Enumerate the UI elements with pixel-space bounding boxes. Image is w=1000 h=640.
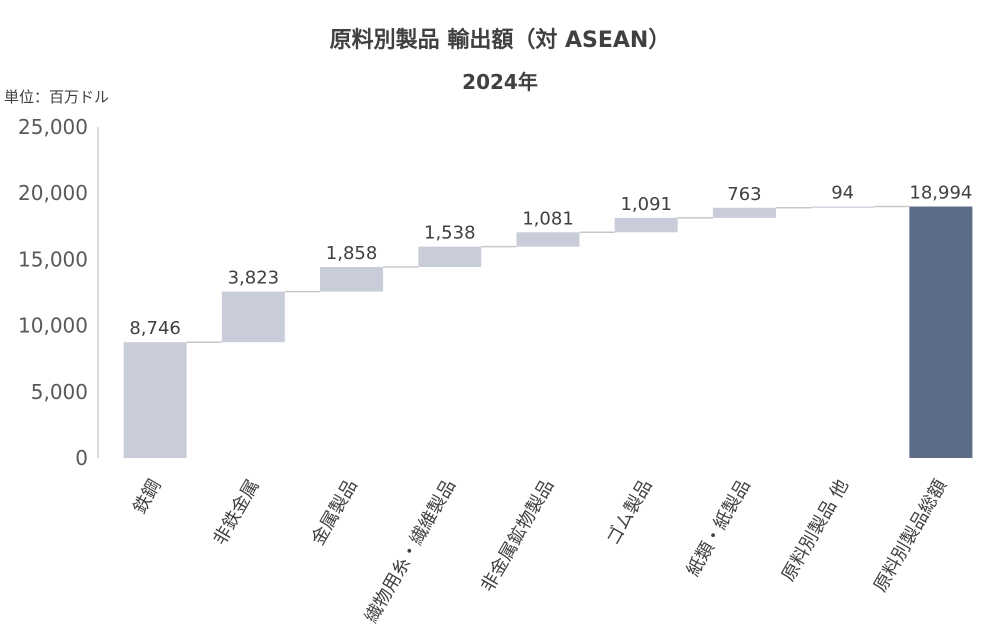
- data-label: 1,858: [326, 243, 378, 264]
- y-tick-label: 25,000: [18, 115, 88, 139]
- category-label: 鉄鋼: [129, 476, 165, 518]
- data-label: 1,091: [620, 194, 672, 215]
- unit-label: 単位：百万ドル: [4, 88, 110, 106]
- increment-bar: [123, 342, 187, 458]
- category-label: 紙類・紙製品: [683, 476, 755, 580]
- data-label: 18,994: [909, 183, 972, 204]
- chart-title: 原料別製品 輸出額（対 ASEAN）: [329, 28, 671, 53]
- increment-bar: [811, 206, 875, 208]
- category-label: 非金属鉱物製品: [477, 476, 558, 596]
- increment-bar: [712, 207, 776, 218]
- increment-bar: [418, 246, 482, 267]
- y-tick-label: 0: [75, 446, 88, 470]
- increment-bar: [221, 291, 285, 343]
- data-label: 94: [831, 183, 854, 204]
- total-bar: [909, 206, 973, 458]
- increment-bar: [614, 217, 678, 233]
- category-label: 非鉄金属: [209, 476, 263, 549]
- increment-bar: [516, 232, 580, 247]
- data-label: 1,538: [424, 223, 476, 244]
- category-label: 原料別製品総額: [870, 476, 951, 596]
- data-label: 763: [727, 184, 761, 205]
- category-label: 繊物用糸・繊維製品: [361, 476, 460, 627]
- y-tick-label: 20,000: [18, 181, 88, 205]
- y-tick-label: 15,000: [18, 247, 88, 271]
- data-label: 1,081: [522, 208, 574, 229]
- category-label: 金属製品: [308, 476, 362, 549]
- y-tick-label: 5,000: [31, 380, 88, 404]
- chart-subtitle: 2024年: [462, 70, 538, 94]
- category-label: ゴム製品: [602, 476, 656, 549]
- y-tick-label: 10,000: [18, 314, 88, 338]
- data-label: 3,823: [228, 268, 280, 289]
- category-label: 原料別製品 他: [778, 476, 853, 585]
- data-label: 8,746: [129, 318, 181, 339]
- increment-bar: [320, 266, 384, 292]
